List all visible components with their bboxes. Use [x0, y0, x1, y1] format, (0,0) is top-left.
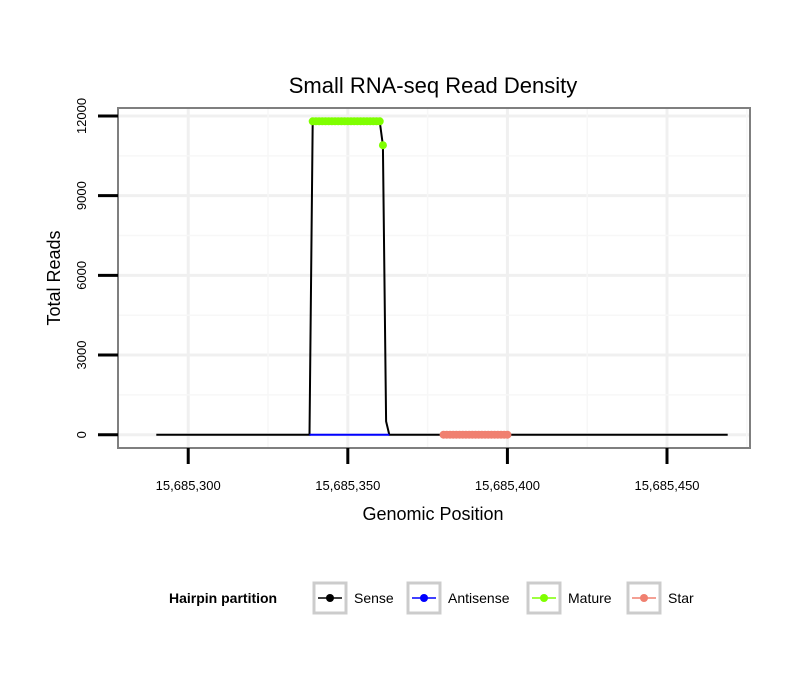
legend-key-point-mature	[540, 594, 548, 602]
star-point	[503, 430, 512, 439]
y-tick-label: 6000	[74, 261, 89, 290]
mature-point	[378, 141, 387, 150]
y-axis: 0 3000 6000 9000 12000	[74, 98, 118, 438]
chart-title: Small RNA-seq Read Density	[289, 73, 578, 98]
x-tick-label: 15,685,350	[315, 478, 380, 493]
plot-panel	[117, 107, 751, 449]
legend-key-point-sense	[326, 594, 334, 602]
legend: Hairpin partition Sense Antisense Mature St…	[169, 581, 694, 615]
legend-label-mature: Mature	[568, 590, 612, 606]
legend-label-sense: Sense	[354, 590, 394, 606]
y-axis-title: Total Reads	[44, 230, 64, 325]
legend-label-antisense: Antisense	[448, 590, 510, 606]
y-tick-label: 12000	[74, 98, 89, 134]
legend-title: Hairpin partition	[169, 590, 277, 606]
x-tick-label: 15,685,300	[156, 478, 221, 493]
legend-key-point-antisense	[420, 594, 428, 602]
series-layer	[156, 117, 728, 439]
mature-point	[375, 117, 384, 126]
y-tick-label: 3000	[74, 341, 89, 370]
x-tick-label: 15,685,400	[475, 478, 540, 493]
x-axis-title: Genomic Position	[362, 504, 503, 524]
legend-key-point-star	[640, 594, 648, 602]
x-tick-label: 15,685,450	[634, 478, 699, 493]
legend-label-star: Star	[668, 590, 694, 606]
y-tick-label: 0	[74, 431, 89, 438]
y-tick-label: 9000	[74, 181, 89, 210]
x-axis: 15,685,300 15,685,350 15,685,400 15,685,450	[156, 448, 700, 493]
